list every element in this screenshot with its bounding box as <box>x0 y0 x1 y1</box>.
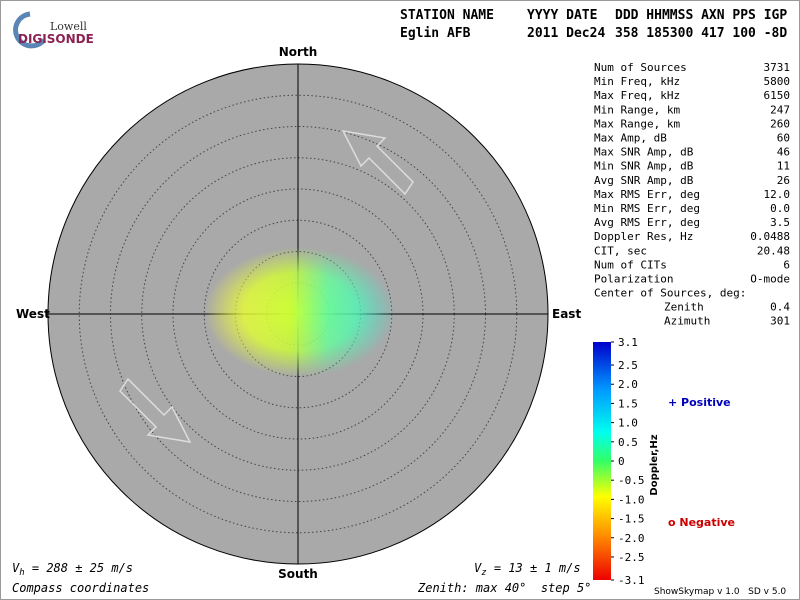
colorbar-tick-label: 3.1 <box>618 336 638 349</box>
drift-arrow <box>341 130 414 196</box>
stat-label: Min RMS Err, deg <box>594 202 700 215</box>
stat-label: Max Range, km <box>594 117 680 130</box>
colorbar-tick-label: -1.5 <box>618 513 645 526</box>
center-label: Azimuth <box>664 315 710 328</box>
colorbar-tick-label: -0.5 <box>618 474 645 487</box>
echo-cloud <box>205 247 395 377</box>
center-label: Zenith <box>664 301 704 314</box>
stat-label: Avg SNR Amp, dB <box>594 174 694 187</box>
colorbar-tick-label: -3.1 <box>618 574 645 587</box>
stat-value: 60 <box>777 132 790 145</box>
logo-bottom: DIGISONDE <box>18 32 94 46</box>
stat-value: 12.0 <box>764 188 791 201</box>
stat-label: Max SNR Amp, dB <box>594 146 694 159</box>
colorbar-tick-label: 1.0 <box>618 417 638 430</box>
stat-value: 3.5 <box>770 216 790 229</box>
version-label: ShowSkymap v 1.0 SD v 5.0 <box>654 587 786 597</box>
logo-arc <box>13 11 46 49</box>
stat-label: Min Freq, kHz <box>594 75 680 88</box>
vh-sub: h <box>19 568 24 578</box>
zenith-label: Zenith: max 40° step 5° <box>417 581 591 595</box>
stat-label: Min SNR Amp, dB <box>594 160 694 173</box>
center-title: Center of Sources, deg: <box>594 287 746 300</box>
colorbar-title: Doppler,Hz <box>649 434 660 495</box>
header-column: YYYY DATE <box>527 8 597 23</box>
header-column: STATION NAME <box>400 8 494 23</box>
stat-value: O-mode <box>750 273 790 286</box>
east-label: East <box>552 307 581 321</box>
legend-positive: + Positive <box>668 396 731 409</box>
stat-label: Num of CITs <box>594 258 667 271</box>
stat-value: 5800 <box>764 75 791 88</box>
colorbar-tick-label: 2.0 <box>618 378 638 391</box>
colorbar-tick-label: 2.5 <box>618 359 638 372</box>
stat-value: 6 <box>783 258 790 271</box>
stat-label: Num of Sources <box>594 61 687 74</box>
stat-label: CIT, sec <box>594 244 647 257</box>
vh-symbol: V <box>12 561 20 575</box>
west-label: West <box>16 307 50 321</box>
header-value: Eglin AFB <box>400 26 471 41</box>
colorbar-tick-label: 0 <box>618 455 625 468</box>
vz-label: Vz = 13 ± 1 m/s <box>474 561 581 578</box>
vz-sub: z <box>481 568 486 578</box>
stat-value: 11 <box>777 160 790 173</box>
stat-value: 26 <box>777 174 790 187</box>
north-label: North <box>279 45 317 59</box>
stat-value: 247 <box>770 103 790 116</box>
vz-text: = 13 ± 1 m/s <box>487 561 581 575</box>
colorbar-tick-label: -1.0 <box>618 493 645 506</box>
stat-value: 0.0 <box>770 202 790 215</box>
center-value: 301 <box>770 315 790 328</box>
stat-label: Polarization <box>594 273 673 286</box>
stat-label: Min Range, km <box>594 103 680 116</box>
stat-label: Avg RMS Err, deg <box>594 216 700 229</box>
south-label: South <box>278 567 318 581</box>
colorbar-tick-label: 0.5 <box>618 436 638 449</box>
vz-symbol: V <box>474 561 482 575</box>
header-value: 2011 Dec24 <box>527 26 605 41</box>
vh-text: = 288 ± 25 m/s <box>25 561 133 575</box>
drift-arrow <box>119 377 192 443</box>
stat-value: 3731 <box>764 61 791 74</box>
stat-value: 6150 <box>764 89 791 102</box>
stat-value: 0.0488 <box>750 230 790 243</box>
header-value: 358 185300 417 100 -8D <box>615 26 787 41</box>
stat-label: Max RMS Err, deg <box>594 188 700 201</box>
stat-label: Max Amp, dB <box>594 132 667 145</box>
header-column: DDD HHMMSS AXN PPS IGP <box>615 8 787 23</box>
stat-label: Doppler Res, Hz <box>594 230 693 243</box>
stat-value: 46 <box>777 146 790 159</box>
center-value: 0.4 <box>770 301 790 314</box>
colorbar-tick-label: -2.5 <box>618 551 645 564</box>
stat-value: 20.48 <box>757 244 790 257</box>
stat-value: 260 <box>770 117 790 130</box>
stat-label: Max Freq, kHz <box>594 89 680 102</box>
logo-top: Lowell <box>50 20 87 33</box>
colorbar-tick-label: -2.0 <box>618 532 645 545</box>
coords-label: Compass coordinates <box>12 581 149 595</box>
vh-label: Vh = 288 ± 25 m/s <box>12 561 133 578</box>
colorbar-tick-label: 1.5 <box>618 397 638 410</box>
colorbar <box>593 342 611 580</box>
legend-negative: o Negative <box>668 516 735 529</box>
